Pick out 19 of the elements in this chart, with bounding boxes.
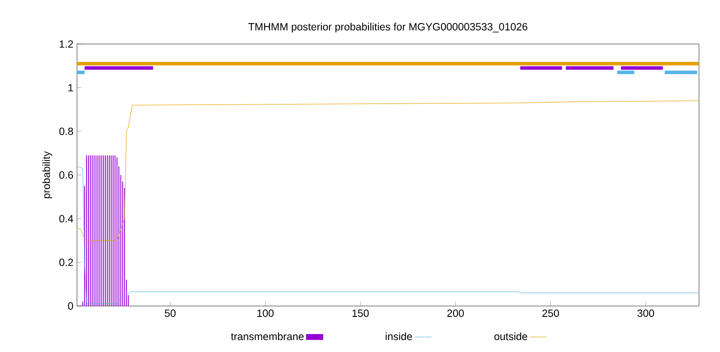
y-tick-label: 0.4 <box>59 214 74 222</box>
x-tick-label: 100 <box>257 310 274 317</box>
x-tick-label: 200 <box>447 310 464 317</box>
x-tick-label: 50 <box>164 310 176 317</box>
y-tick-label: 1.2 <box>60 40 73 48</box>
y-tick-label: 0 <box>68 302 74 310</box>
legend-label: transmembrane <box>231 332 304 340</box>
y-tick-label: 0.8 <box>59 128 74 136</box>
y-tick-label: 1 <box>68 84 73 92</box>
line-series <box>77 166 700 304</box>
x-tick-label: 300 <box>637 310 654 317</box>
x-tick-label: 150 <box>352 310 369 317</box>
y-tick-label: 0.2 <box>59 258 73 266</box>
y-axis-title: probability <box>42 151 52 198</box>
x-tick-label: 250 <box>542 310 559 317</box>
chart-title: TMHMM posterior probabilities for MGYG000003533_01026 <box>248 22 528 32</box>
legend-label: outside <box>494 332 528 340</box>
y-tick-label: 0.6 <box>59 171 74 179</box>
legend-label: inside <box>386 332 412 340</box>
